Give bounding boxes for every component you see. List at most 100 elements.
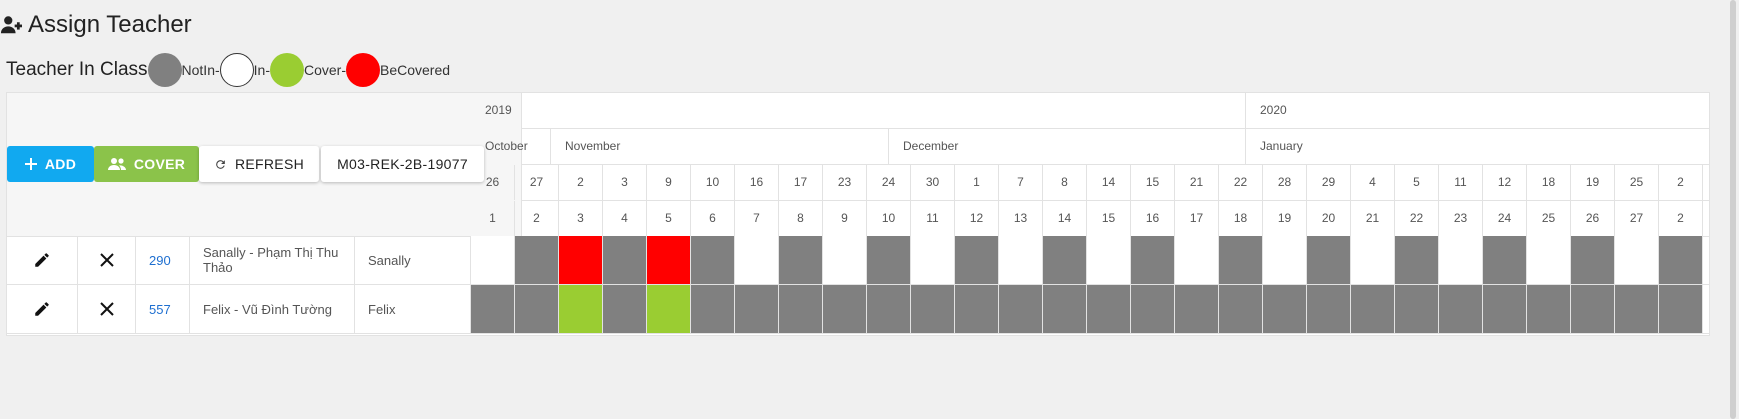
week-header: 19 [1263,201,1307,236]
status-cell-notin[interactable] [1219,285,1263,333]
cover-button-label: COVER [133,156,186,172]
teacher-id-link[interactable]: 290 [136,236,190,284]
status-cell-notin[interactable] [1087,285,1131,333]
status-cell-in[interactable] [823,236,867,284]
status-cell-in[interactable] [1351,236,1395,284]
status-cell-notin[interactable] [1043,285,1087,333]
status-cell-notin[interactable] [823,285,867,333]
legend-dot-cover [269,53,304,87]
week-header: 26 [1571,201,1615,236]
status-cell-notin[interactable] [1659,236,1703,284]
status-cell-notin[interactable] [911,285,955,333]
week-header: 3 [559,201,603,236]
status-cell-in[interactable] [1527,236,1571,284]
refresh-button[interactable]: REFRESH [199,146,319,182]
status-cell-notin[interactable] [1219,236,1263,284]
week-header: 20 [1307,201,1351,236]
week-header: 27 [1615,201,1659,236]
status-cell-in[interactable] [471,236,515,284]
date-header: 11 [1439,165,1483,200]
date-header-row [522,165,1709,201]
status-cell-notin[interactable] [515,285,559,333]
status-cell-notin[interactable] [1395,236,1439,284]
status-cell-notin[interactable] [1527,285,1571,333]
page-scrollbar[interactable] [1727,0,1739,419]
status-cell-notin[interactable] [779,285,823,333]
status-cell-in[interactable] [735,236,779,284]
week-header: 6 [691,201,735,236]
cover-button[interactable]: COVER [94,146,199,182]
status-cell-notin[interactable] [955,236,999,284]
status-cell-notin[interactable] [1439,285,1483,333]
status-cell-cover[interactable] [559,285,603,333]
status-cell-in[interactable] [1615,236,1659,284]
status-cell-notin[interactable] [1395,285,1439,333]
status-cell-notin[interactable] [1043,236,1087,284]
year-header: 2019 [471,93,1246,128]
status-cell-notin[interactable] [735,285,779,333]
status-cell-notin[interactable] [1131,285,1175,333]
week-header: 22 [1395,201,1439,236]
date-header: 18 [1527,165,1571,200]
scrollbar-thumb[interactable] [1730,0,1736,419]
status-cell-notin[interactable] [1659,285,1703,333]
status-cell-notin[interactable] [1307,285,1351,333]
status-cell-notin[interactable] [999,285,1043,333]
status-cell-becovered[interactable] [559,236,603,284]
status-cell-notin[interactable] [1175,285,1219,333]
group-icon [107,158,126,170]
page-title-text: Assign Teacher [28,11,192,38]
status-cell-notin[interactable] [1483,285,1527,333]
status-cell-notin[interactable] [603,285,647,333]
edit-button[interactable] [7,285,78,333]
status-cell-notin[interactable] [603,236,647,284]
status-cell-notin[interactable] [867,236,911,284]
date-header: 25 [1615,165,1659,200]
status-cell-notin[interactable] [1307,236,1351,284]
status-cell-in[interactable] [1175,236,1219,284]
status-cell-notin[interactable] [1131,236,1175,284]
date-header: 17 [779,165,823,200]
user-plus-icon [0,16,22,34]
week-header: 7 [735,201,779,236]
date-header: 30 [911,165,955,200]
status-cell-in[interactable] [1263,236,1307,284]
pencil-icon [35,253,49,267]
plus-icon [24,158,37,170]
status-cell-in[interactable] [1439,236,1483,284]
status-cell-notin[interactable] [691,285,735,333]
week-header: 16 [1131,201,1175,236]
date-header: 4 [1351,165,1395,200]
week-header: 2 [1659,201,1703,236]
status-cell-becovered[interactable] [647,236,691,284]
week-header: 18 [1219,201,1263,236]
add-button[interactable]: ADD [7,146,94,182]
status-cell-notin[interactable] [867,285,911,333]
date-header: 21 [1175,165,1219,200]
status-cell-notin[interactable] [955,285,999,333]
status-cell-notin[interactable] [515,236,559,284]
delete-button[interactable] [78,236,136,284]
teacher-id-link[interactable]: 557 [136,285,190,333]
status-cell-notin[interactable] [1571,236,1615,284]
status-cell-in[interactable] [1087,236,1131,284]
edit-button[interactable] [7,236,78,284]
date-header: 22 [1219,165,1263,200]
status-cell-notin[interactable] [471,285,515,333]
status-cell-in[interactable] [911,236,955,284]
date-header: 19 [1571,165,1615,200]
status-cell-notin[interactable] [1483,236,1527,284]
status-cell-notin[interactable] [691,236,735,284]
status-cell-notin[interactable] [779,236,823,284]
status-cell-cover[interactable] [647,285,691,333]
add-button-label: ADD [44,156,77,172]
date-header: 27 [515,165,559,200]
status-cell-notin[interactable] [1263,285,1307,333]
status-cell-notin[interactable] [1615,285,1659,333]
status-cell-in[interactable] [999,236,1043,284]
status-cell-notin[interactable] [1351,285,1395,333]
class-code-button[interactable]: M03-REK-2B-19077 [321,146,484,182]
delete-button[interactable] [78,285,136,333]
refresh-button-label: REFRESH [235,156,304,172]
status-cell-notin[interactable] [1571,285,1615,333]
